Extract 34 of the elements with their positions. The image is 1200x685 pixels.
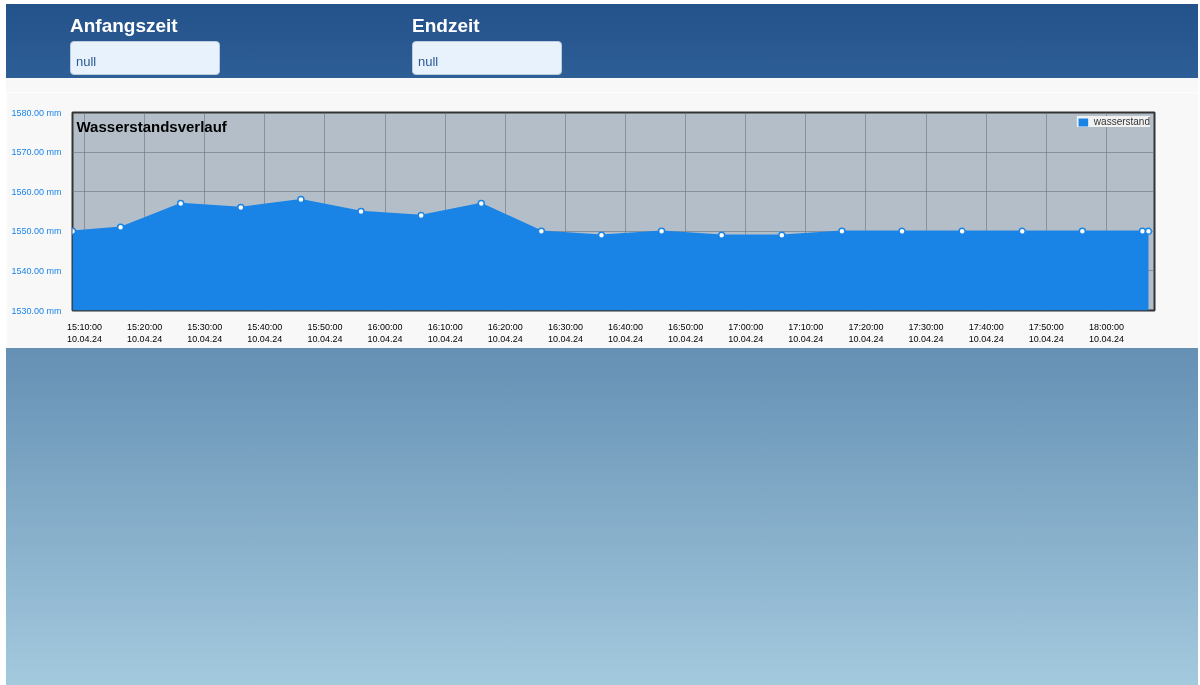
point bbox=[778, 231, 786, 239]
text: null bbox=[70, 41, 220, 76]
text: Anfangszeit bbox=[70, 14, 179, 38]
x-tick-label: 17:00:00 10.04.24 bbox=[728, 321, 764, 344]
x-tick-label: 16:10:00 10.04.24 bbox=[427, 321, 463, 344]
text: Endzeit bbox=[412, 14, 481, 38]
y-tick-label: 1560.00 mm bbox=[11, 186, 62, 197]
x-tick-label: 17:40:00 10.04.24 bbox=[968, 321, 1004, 344]
x-tick-label: 16:20:00 10.04.24 bbox=[487, 321, 523, 344]
x-tick-label: 15:30:00 10.04.24 bbox=[187, 321, 223, 344]
chart-title: Wasserstandsverlauf bbox=[76, 117, 228, 135]
x-tick-label: 17:50:00 10.04.24 bbox=[1028, 321, 1064, 344]
point bbox=[717, 231, 726, 239]
x-tick-label: 16:40:00 10.04.24 bbox=[608, 321, 644, 344]
text: null bbox=[412, 41, 562, 76]
point bbox=[597, 231, 606, 239]
x-tick-label: 16:30:00 10.04.24 bbox=[547, 321, 583, 344]
x-tick-label: 15:50:00 10.04.24 bbox=[307, 321, 343, 344]
x-tick-label: 16:00:00 10.04.24 bbox=[367, 321, 403, 344]
y-tick-label: 1540.00 mm bbox=[11, 265, 62, 276]
y-tick-label: 1550.00 mm bbox=[11, 226, 62, 237]
y-tick-label: 1530.00 mm bbox=[11, 305, 62, 316]
x-tick-label: 18:00:00 10.04.24 bbox=[1088, 321, 1124, 344]
point bbox=[417, 211, 425, 220]
x-tick-label: 15:20:00 10.04.24 bbox=[127, 321, 163, 344]
x-tick-label: 17:30:00 10.04.24 bbox=[908, 321, 944, 344]
y-tick-label: 1570.00 mm bbox=[11, 147, 62, 158]
y-tick-label: 1580.00 mm bbox=[11, 107, 62, 118]
x-tick-label: 17:20:00 10.04.24 bbox=[848, 321, 884, 344]
x-tick-label: 15:40:00 10.04.24 bbox=[247, 321, 283, 344]
x-tick-label: 15:10:00 10.04.24 bbox=[67, 321, 103, 344]
x-tick-label: 17:10:00 10.04.24 bbox=[788, 321, 824, 344]
legend-label: wasserstand bbox=[1093, 116, 1150, 127]
x-tick-label: 16:50:00 10.04.24 bbox=[668, 321, 704, 344]
